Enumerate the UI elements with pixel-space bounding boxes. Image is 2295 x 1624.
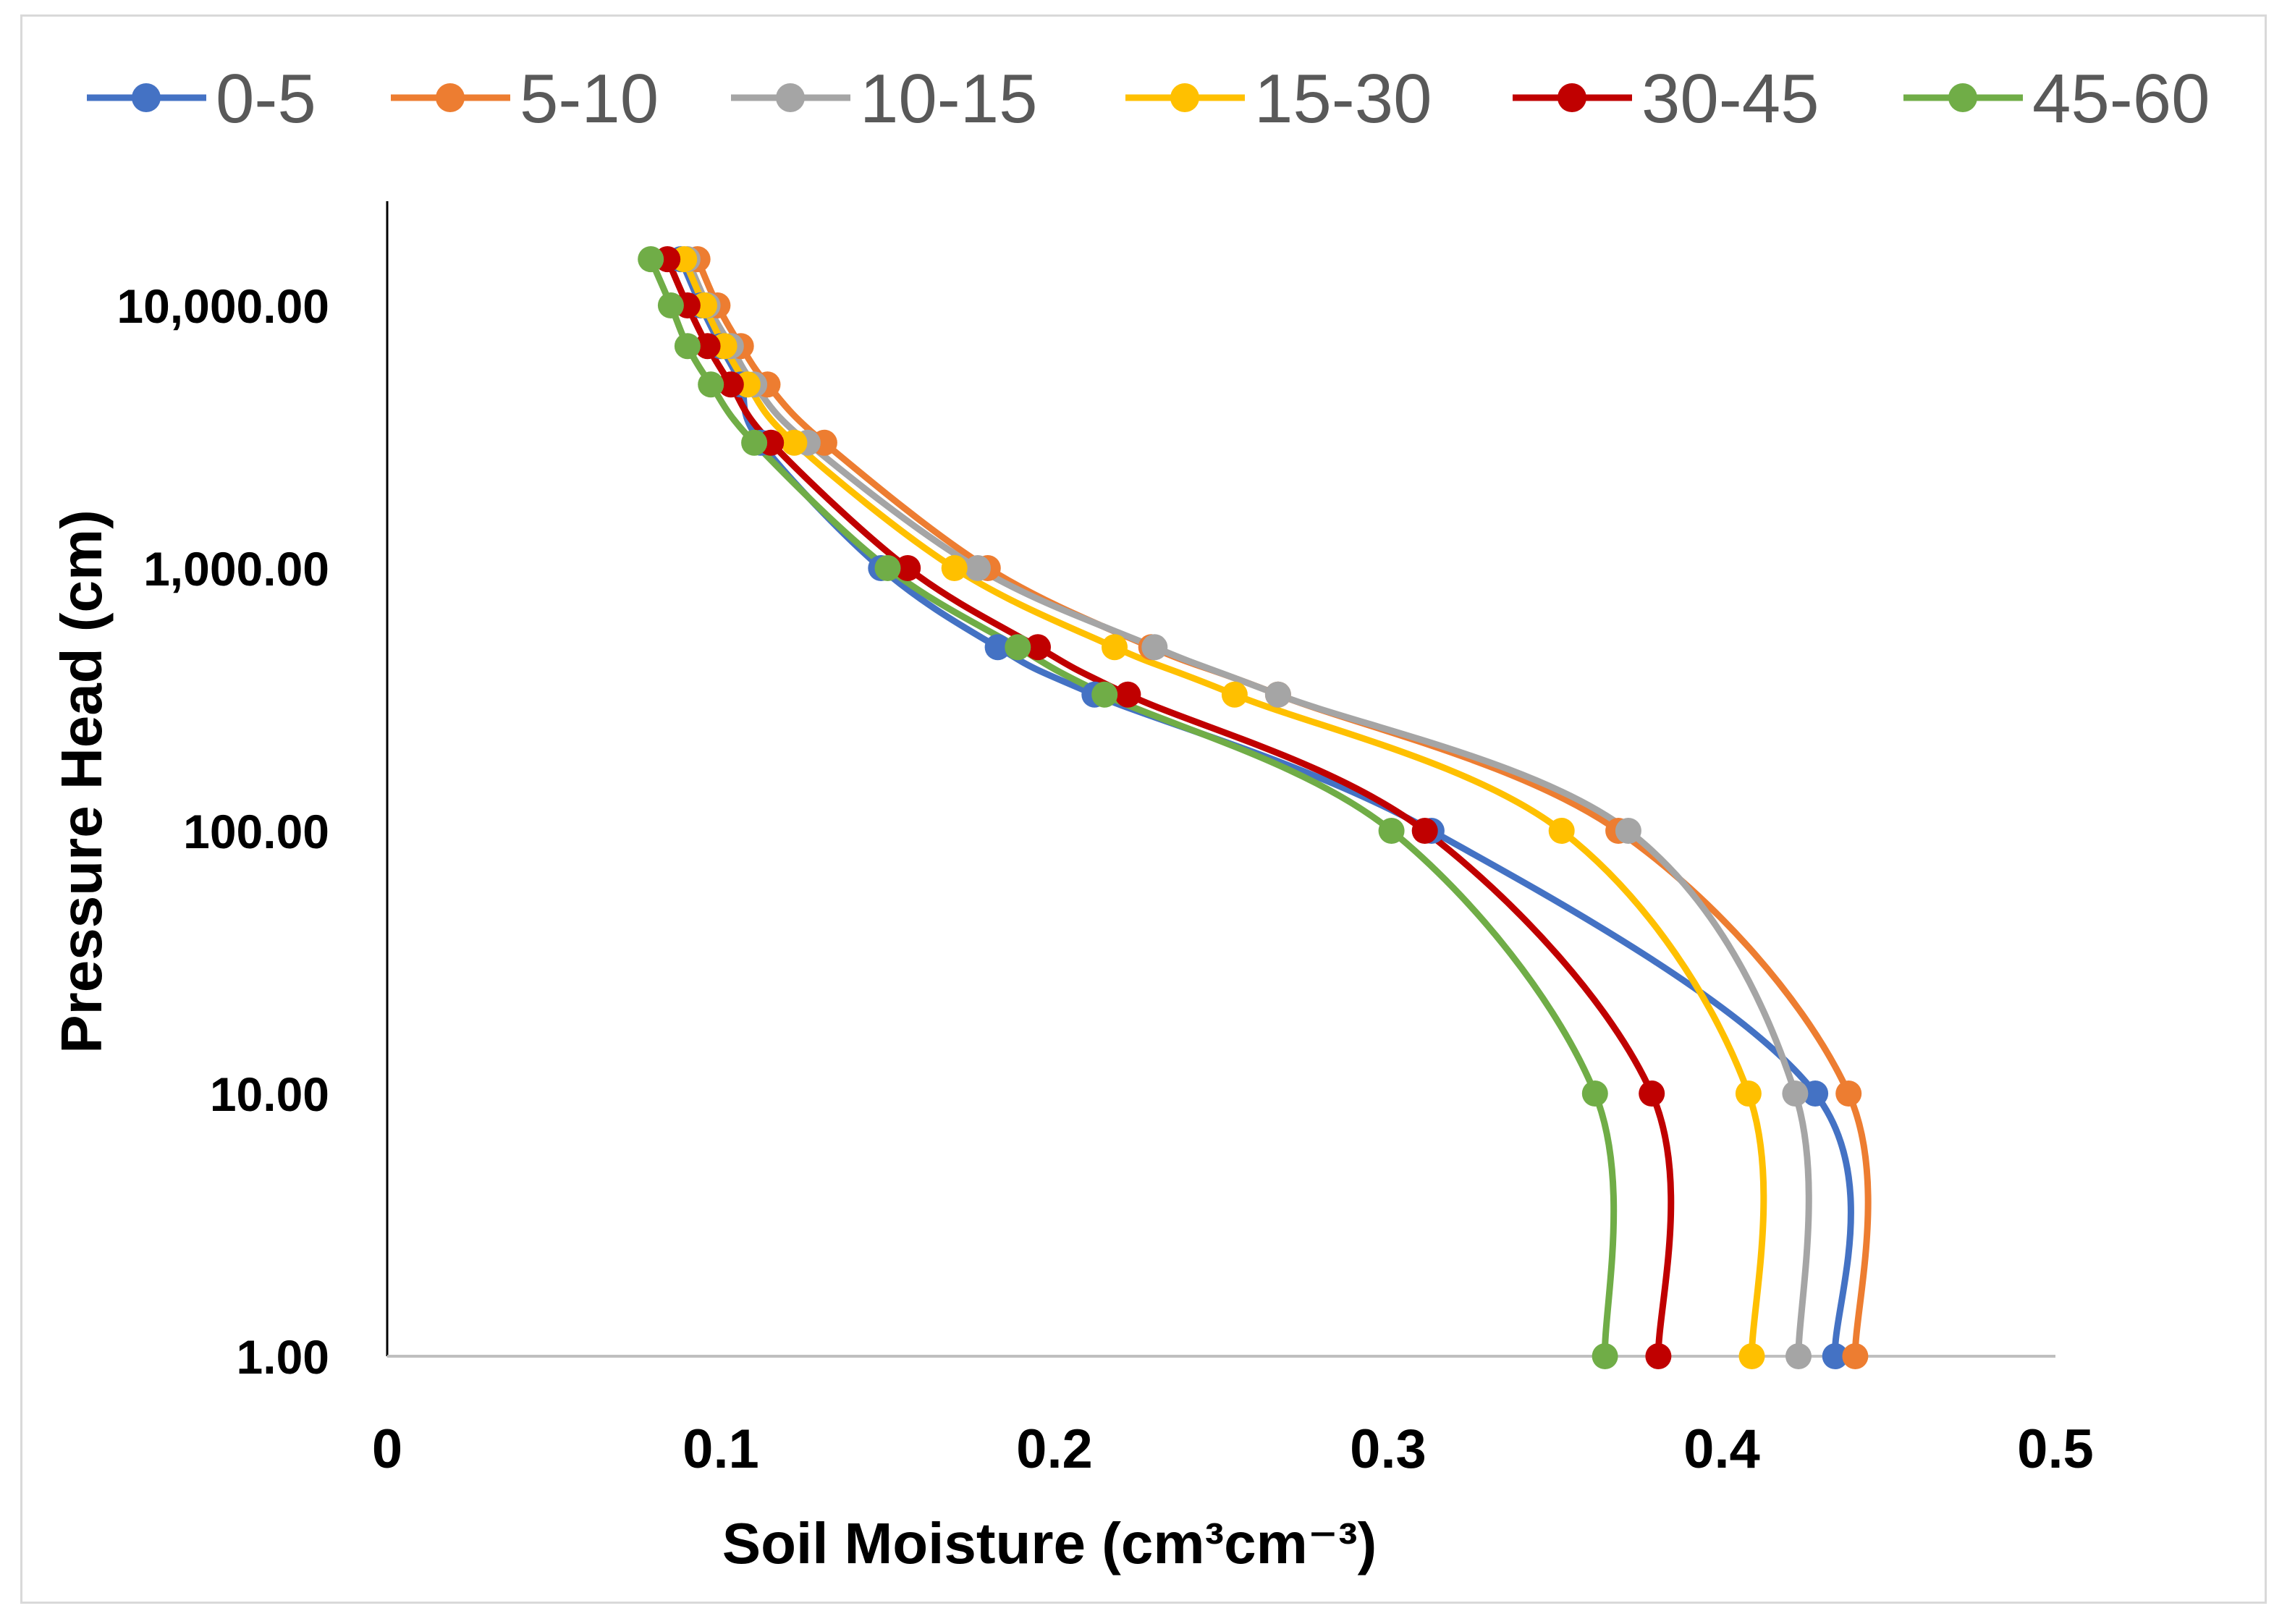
data-point-15-30-5 <box>941 555 968 581</box>
data-point-45-60-5 <box>874 555 901 581</box>
y-tick-label: 1.00 <box>237 1330 329 1384</box>
data-point-45-60-10 <box>1592 1343 1618 1369</box>
series-points <box>638 246 1869 1369</box>
data-point-30-45-9 <box>1639 1080 1665 1107</box>
x-tick-label: 0.1 <box>682 1418 759 1480</box>
data-point-15-30-8 <box>1548 818 1575 844</box>
legend-label: 5-10 <box>520 60 659 138</box>
data-point-10-15-9 <box>1782 1080 1809 1107</box>
data-point-15-30-6 <box>1102 634 1128 661</box>
data-point-45-60-1 <box>657 292 684 318</box>
y-axis-title: Pressure Head (cm) <box>49 509 114 1053</box>
x-tick-label: 0 <box>372 1418 402 1480</box>
data-point-45-60-4 <box>741 429 768 456</box>
x-tick-label: 0.4 <box>1683 1418 1760 1480</box>
y-tick-labels: 1.00 10.00 100.00 1,000.00 10,000.00 <box>117 279 329 1384</box>
y-tick-label: 10.00 <box>210 1067 329 1121</box>
legend-marker-0-5 <box>132 83 161 112</box>
legend-label: 15-30 <box>1254 60 1432 138</box>
chart-frame <box>20 14 2267 1604</box>
legend-label: 0-5 <box>216 60 316 138</box>
data-point-15-30-4 <box>781 429 808 456</box>
data-point-5-10-9 <box>1835 1080 1862 1107</box>
legend-label: 10-15 <box>860 60 1038 138</box>
series-lines <box>647 255 1872 1360</box>
data-point-10-15-10 <box>1785 1343 1812 1369</box>
data-point-30-45-6 <box>1025 634 1051 661</box>
data-point-30-45-10 <box>1645 1343 1672 1369</box>
x-tick-label: 0.5 <box>2017 1418 2094 1480</box>
series-line-5-10 <box>694 255 1872 1360</box>
series-line-0-5 <box>677 255 1854 1360</box>
data-point-10-15-6 <box>1141 634 1168 661</box>
data-point-45-60-8 <box>1378 818 1405 844</box>
x-tick-labels: 0 0.1 0.2 0.3 0.4 0.5 <box>372 1418 2094 1480</box>
legend-label: 30-45 <box>1641 60 1819 138</box>
data-point-10-15-8 <box>1615 818 1641 844</box>
x-tick-label: 0.2 <box>1016 1418 1093 1480</box>
data-point-45-60-7 <box>1091 681 1118 708</box>
y-tick-label: 1,000.00 <box>143 542 329 596</box>
data-point-30-45-5 <box>895 555 921 581</box>
y-tick-label: 100.00 <box>183 805 329 858</box>
y-tick-label: 10,000.00 <box>117 279 329 333</box>
x-axis-title: Soil Moisture (cm³cm⁻³) <box>722 1511 1377 1576</box>
data-point-45-60-2 <box>674 333 701 360</box>
series-line-45-60 <box>647 255 1618 1360</box>
legend-marker-5-10 <box>436 83 465 112</box>
data-point-10-15-5 <box>965 555 991 581</box>
data-point-15-30-10 <box>1738 1343 1765 1369</box>
legend-label: 45-60 <box>2032 60 2210 138</box>
legend-marker-15-30 <box>1170 83 1199 112</box>
legend-marker-30-45 <box>1558 83 1586 112</box>
series-line-30-45 <box>664 255 1675 1360</box>
data-point-30-45-8 <box>1411 818 1438 844</box>
data-point-0-5-9 <box>1802 1080 1829 1107</box>
series-line-15-30 <box>680 255 1767 1360</box>
data-point-30-45-7 <box>1115 681 1141 708</box>
axes <box>386 201 2055 1358</box>
data-point-15-30-7 <box>1221 681 1248 708</box>
data-point-45-60-9 <box>1581 1080 1608 1107</box>
data-point-10-15-7 <box>1264 681 1291 708</box>
data-point-5-10-10 <box>1842 1343 1869 1369</box>
data-point-45-60-6 <box>1005 634 1031 661</box>
data-point-0-5-6 <box>984 634 1011 661</box>
data-point-45-60-0 <box>638 246 664 273</box>
data-point-15-30-9 <box>1735 1080 1762 1107</box>
legend-marker-45-60 <box>1948 83 1977 112</box>
data-point-30-45-3 <box>717 371 744 398</box>
series-line-10-15 <box>684 255 1812 1360</box>
legend-marker-10-15 <box>776 83 805 112</box>
data-point-0-5-10 <box>1822 1343 1848 1369</box>
x-tick-label: 0.3 <box>1350 1418 1427 1480</box>
data-point-45-60-3 <box>698 371 724 398</box>
legend: 0-5 5-10 10-15 15-30 30-45 45-60 <box>87 60 2210 138</box>
data-point-30-45-2 <box>694 333 721 360</box>
